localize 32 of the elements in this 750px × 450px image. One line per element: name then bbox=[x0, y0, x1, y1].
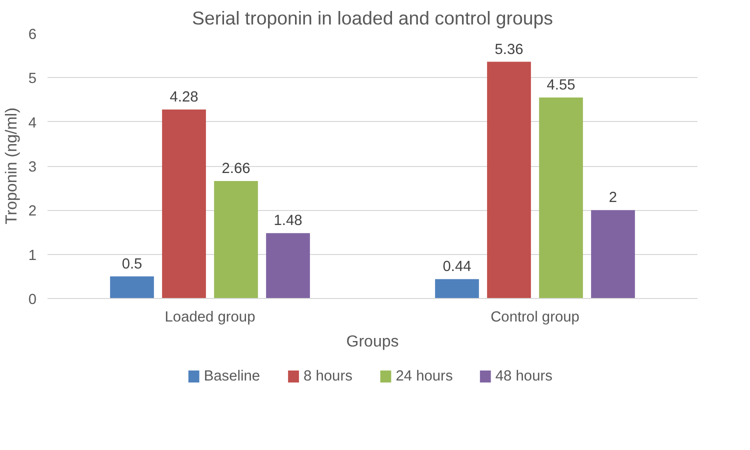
data-label: 2.66 bbox=[222, 161, 250, 178]
y-tick-label: 3 bbox=[28, 160, 37, 176]
chart-title: Serial troponin in loaded and control groups bbox=[192, 8, 553, 28]
bar bbox=[214, 181, 258, 298]
bar bbox=[539, 98, 583, 298]
data-label: 1.48 bbox=[274, 213, 302, 230]
bar bbox=[266, 233, 310, 298]
y-tick-label: 0 bbox=[28, 292, 37, 308]
y-axis-title: Troponin (ng/ml) bbox=[3, 108, 20, 224]
data-label: 5.36 bbox=[494, 42, 524, 58]
data-label: 4.55 bbox=[546, 78, 576, 94]
legend-label: 24 hours bbox=[396, 368, 453, 384]
y-tick-label: 6 bbox=[28, 27, 37, 43]
bar bbox=[162, 109, 206, 298]
data-label: 2 bbox=[608, 190, 618, 206]
x-axis-title: Groups bbox=[346, 334, 399, 350]
bar bbox=[435, 279, 479, 298]
legend-label: Baseline bbox=[204, 368, 260, 384]
bar bbox=[110, 276, 154, 298]
x-tick-label: Loaded group bbox=[164, 310, 256, 326]
bar bbox=[487, 62, 531, 298]
data-label: 4.28 bbox=[170, 89, 198, 106]
bar bbox=[591, 210, 635, 298]
legend-label: 8 hours bbox=[304, 368, 352, 384]
x-tick-label: Control group bbox=[490, 310, 580, 326]
y-tick-label: 1 bbox=[28, 248, 37, 264]
legend-label: 48 hours bbox=[495, 368, 552, 384]
y-tick-label: 5 bbox=[28, 71, 37, 88]
data-label: 0.5 bbox=[122, 256, 142, 272]
data-label: 0.44 bbox=[442, 259, 472, 276]
y-tick-label: 4 bbox=[28, 115, 37, 132]
y-tick-label: 2 bbox=[28, 204, 37, 220]
